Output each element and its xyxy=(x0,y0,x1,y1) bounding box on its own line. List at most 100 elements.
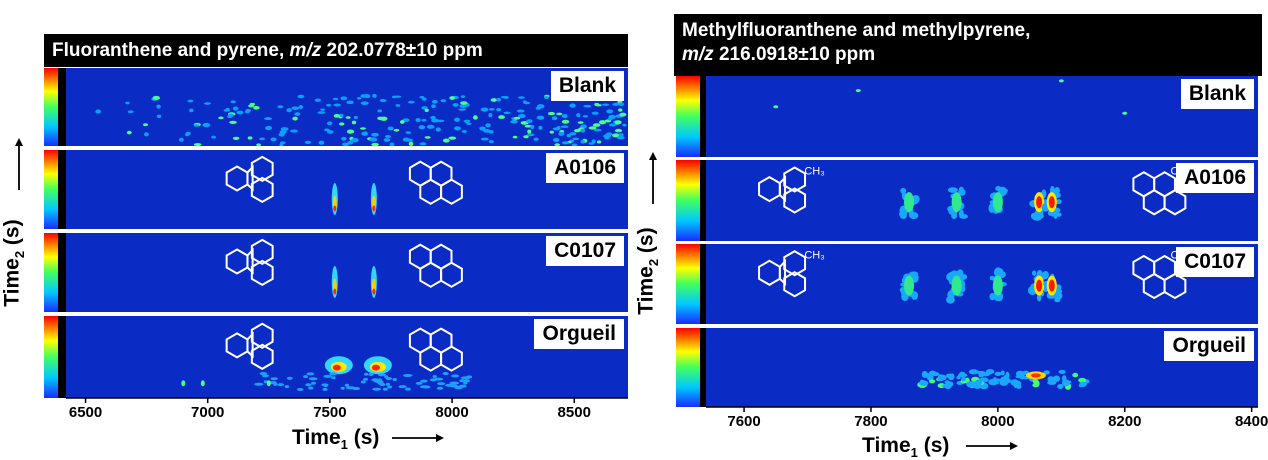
noise-speck xyxy=(290,129,298,133)
noise-speck xyxy=(942,383,950,388)
right-colorbar xyxy=(676,160,700,241)
noise-speck xyxy=(957,373,968,378)
left-heatmap-strip: Blank xyxy=(66,68,628,146)
noise-speck xyxy=(402,118,410,121)
right-ylabel-main: Time xyxy=(634,266,658,315)
noise-speck xyxy=(405,387,410,391)
left-x-tick-label: 7500 xyxy=(313,404,347,421)
noise-speck xyxy=(317,111,326,114)
noise-speck xyxy=(351,120,357,125)
right-ylabel-sub: 2 xyxy=(645,258,661,267)
right-strip-canvas xyxy=(773,79,1128,115)
noise-speck xyxy=(966,381,975,388)
noise-speck xyxy=(424,136,431,139)
right-title-line1: Methylfluoranthene and methylpyrene, xyxy=(682,20,1031,41)
noise-speck xyxy=(1122,111,1128,115)
naphthalene-ring xyxy=(250,238,274,266)
left-heatmap-strip: C0107 xyxy=(66,233,628,312)
noise-speck xyxy=(551,116,558,121)
noise-speck xyxy=(253,105,260,110)
noise-speck xyxy=(247,136,253,140)
noise-speck xyxy=(125,101,130,105)
peak-spot xyxy=(995,185,1002,192)
five-membered-ring xyxy=(778,258,787,286)
noise-speck xyxy=(326,121,333,126)
noise-speck xyxy=(1058,369,1066,374)
noise-speck xyxy=(341,136,347,141)
noise-speck xyxy=(488,112,493,118)
noise-speck xyxy=(523,135,529,139)
peak-spot xyxy=(994,267,1002,278)
peak-spot xyxy=(1031,270,1037,276)
noise-speck xyxy=(187,99,194,103)
noise-speck xyxy=(538,125,543,130)
noise-speck xyxy=(399,120,405,124)
peak-spot xyxy=(904,192,915,213)
noise-speck xyxy=(571,143,578,146)
noise-speck xyxy=(1032,382,1039,388)
left-ylabel-sub: 2 xyxy=(11,250,27,259)
noise-speck xyxy=(218,116,224,120)
noise-speck xyxy=(464,379,470,383)
noise-speck xyxy=(322,387,328,391)
noise-speck xyxy=(229,120,237,124)
noise-speck xyxy=(463,119,471,123)
noise-speck xyxy=(345,116,351,119)
noise-speck xyxy=(377,109,382,113)
noise-speck xyxy=(304,140,312,145)
noise-speck xyxy=(291,106,300,110)
peak-spot xyxy=(909,212,919,220)
noise-speck xyxy=(558,131,565,136)
noise-speck xyxy=(142,123,149,127)
minor-peak xyxy=(181,380,186,387)
noise-speck xyxy=(459,104,467,108)
noise-speck xyxy=(561,141,569,145)
noise-speck xyxy=(1047,380,1057,385)
noise-speck xyxy=(522,100,527,104)
noise-speck xyxy=(560,125,569,129)
noise-speck xyxy=(419,142,427,146)
noise-speck xyxy=(421,118,427,122)
noise-speck xyxy=(556,125,561,130)
peak-spot xyxy=(1036,196,1043,209)
noise-speck xyxy=(510,120,518,124)
noise-speck xyxy=(405,131,412,135)
peak-spot xyxy=(948,271,955,281)
noise-speck xyxy=(855,89,861,93)
noise-speck xyxy=(435,127,441,132)
noise-speck xyxy=(588,142,595,145)
noise-speck xyxy=(314,98,321,102)
right-x-tick-label: 8200 xyxy=(1108,413,1142,430)
noise-speck xyxy=(305,383,312,387)
noise-speck xyxy=(279,143,284,146)
left-colorbar xyxy=(44,233,58,312)
noise-speck xyxy=(311,381,316,385)
noise-speck xyxy=(460,95,466,98)
noise-speck xyxy=(340,386,345,390)
noise-speck xyxy=(580,128,586,133)
noise-speck xyxy=(992,377,997,384)
noise-speck xyxy=(517,113,526,119)
peak-spot xyxy=(904,275,915,296)
noise-speck xyxy=(961,376,966,382)
noise-speck xyxy=(461,376,471,380)
right-strip-canvas: CH₃CH₃ xyxy=(758,166,1191,221)
peak-spot xyxy=(372,288,376,295)
noise-speck xyxy=(1058,79,1064,83)
noise-speck xyxy=(451,374,460,378)
noise-speck xyxy=(572,137,580,141)
noise-speck xyxy=(485,123,491,128)
noise-speck xyxy=(488,130,494,134)
pyrene-ring xyxy=(1163,189,1187,216)
noise-speck xyxy=(326,103,332,107)
noise-speck xyxy=(371,142,379,146)
methyl-label: CH₃ xyxy=(804,249,824,261)
minor-peak xyxy=(266,380,271,387)
noise-speck xyxy=(526,133,535,137)
peak-spot xyxy=(1055,199,1062,205)
left-x-tick-label: 6500 xyxy=(68,404,103,421)
peak-spot xyxy=(992,192,1003,213)
left-sample-label-a0106: A0106 xyxy=(546,153,624,183)
noise-speck xyxy=(591,139,596,144)
noise-speck xyxy=(1005,371,1010,379)
